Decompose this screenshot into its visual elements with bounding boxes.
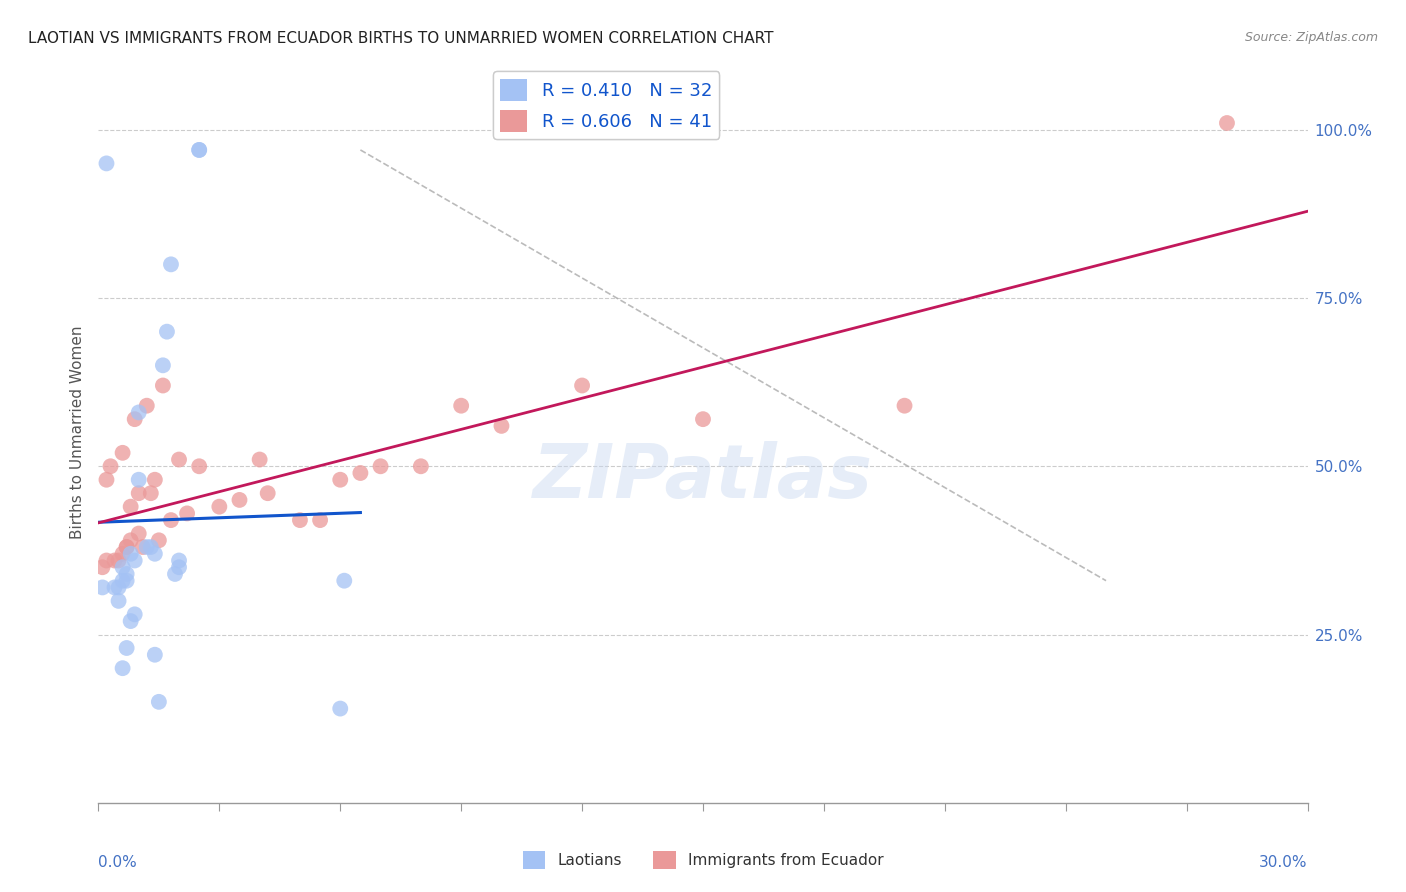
Legend: Laotians, Immigrants from Ecuador: Laotians, Immigrants from Ecuador	[516, 845, 890, 875]
Point	[571, 378, 593, 392]
Point	[111, 574, 134, 588]
Point	[139, 540, 162, 554]
Point	[111, 661, 134, 675]
Point	[103, 553, 125, 567]
Point	[115, 540, 138, 554]
Point	[1216, 116, 1239, 130]
Point	[100, 459, 122, 474]
Point	[167, 560, 190, 574]
Point	[893, 399, 915, 413]
Point	[128, 526, 150, 541]
Point	[115, 540, 138, 554]
Point	[132, 540, 155, 554]
Text: 30.0%: 30.0%	[1260, 855, 1308, 870]
Point	[143, 473, 166, 487]
Y-axis label: Births to Unmarried Women: Births to Unmarried Women	[69, 326, 84, 540]
Point	[450, 399, 472, 413]
Point	[148, 695, 170, 709]
Point	[160, 257, 183, 271]
Point	[143, 547, 166, 561]
Point	[128, 473, 150, 487]
Point	[111, 446, 134, 460]
Point	[256, 486, 278, 500]
Point	[349, 466, 371, 480]
Point	[103, 581, 125, 595]
Point	[163, 566, 186, 581]
Point	[124, 412, 146, 426]
Point	[152, 359, 174, 373]
Point	[176, 507, 198, 521]
Point	[167, 553, 190, 567]
Point	[208, 500, 231, 514]
Point	[115, 574, 138, 588]
Point	[111, 560, 134, 574]
Point	[120, 500, 142, 514]
Point	[167, 452, 190, 467]
Point	[188, 143, 211, 157]
Point	[188, 143, 211, 157]
Point	[107, 594, 129, 608]
Point	[96, 553, 118, 567]
Point	[128, 486, 150, 500]
Text: LAOTIAN VS IMMIGRANTS FROM ECUADOR BIRTHS TO UNMARRIED WOMEN CORRELATION CHART: LAOTIAN VS IMMIGRANTS FROM ECUADOR BIRTH…	[28, 31, 773, 46]
Point	[128, 405, 150, 419]
Point	[156, 325, 179, 339]
Text: ZIPatlas: ZIPatlas	[533, 441, 873, 514]
Point	[107, 581, 129, 595]
Point	[115, 640, 138, 655]
Point	[115, 566, 138, 581]
Point	[249, 452, 271, 467]
Point	[288, 513, 311, 527]
Point	[188, 459, 211, 474]
Point	[124, 553, 146, 567]
Point	[96, 473, 118, 487]
Point	[409, 459, 432, 474]
Point	[124, 607, 146, 622]
Point	[309, 513, 332, 527]
Point	[148, 533, 170, 548]
Point	[329, 701, 352, 715]
Point	[120, 547, 142, 561]
Point	[96, 156, 118, 170]
Point	[107, 553, 129, 567]
Point	[329, 473, 352, 487]
Point	[91, 581, 114, 595]
Point	[111, 547, 134, 561]
Point	[120, 614, 142, 628]
Point	[135, 399, 157, 413]
Legend: R = 0.410   N = 32, R = 0.606   N = 41: R = 0.410 N = 32, R = 0.606 N = 41	[494, 71, 720, 139]
Text: Source: ZipAtlas.com: Source: ZipAtlas.com	[1244, 31, 1378, 45]
Point	[120, 533, 142, 548]
Point	[91, 560, 114, 574]
Point	[160, 513, 183, 527]
Point	[135, 540, 157, 554]
Point	[152, 378, 174, 392]
Point	[370, 459, 392, 474]
Point	[491, 418, 513, 433]
Text: 0.0%: 0.0%	[98, 855, 138, 870]
Point	[228, 492, 250, 507]
Point	[333, 574, 356, 588]
Point	[139, 486, 162, 500]
Point	[143, 648, 166, 662]
Point	[692, 412, 714, 426]
